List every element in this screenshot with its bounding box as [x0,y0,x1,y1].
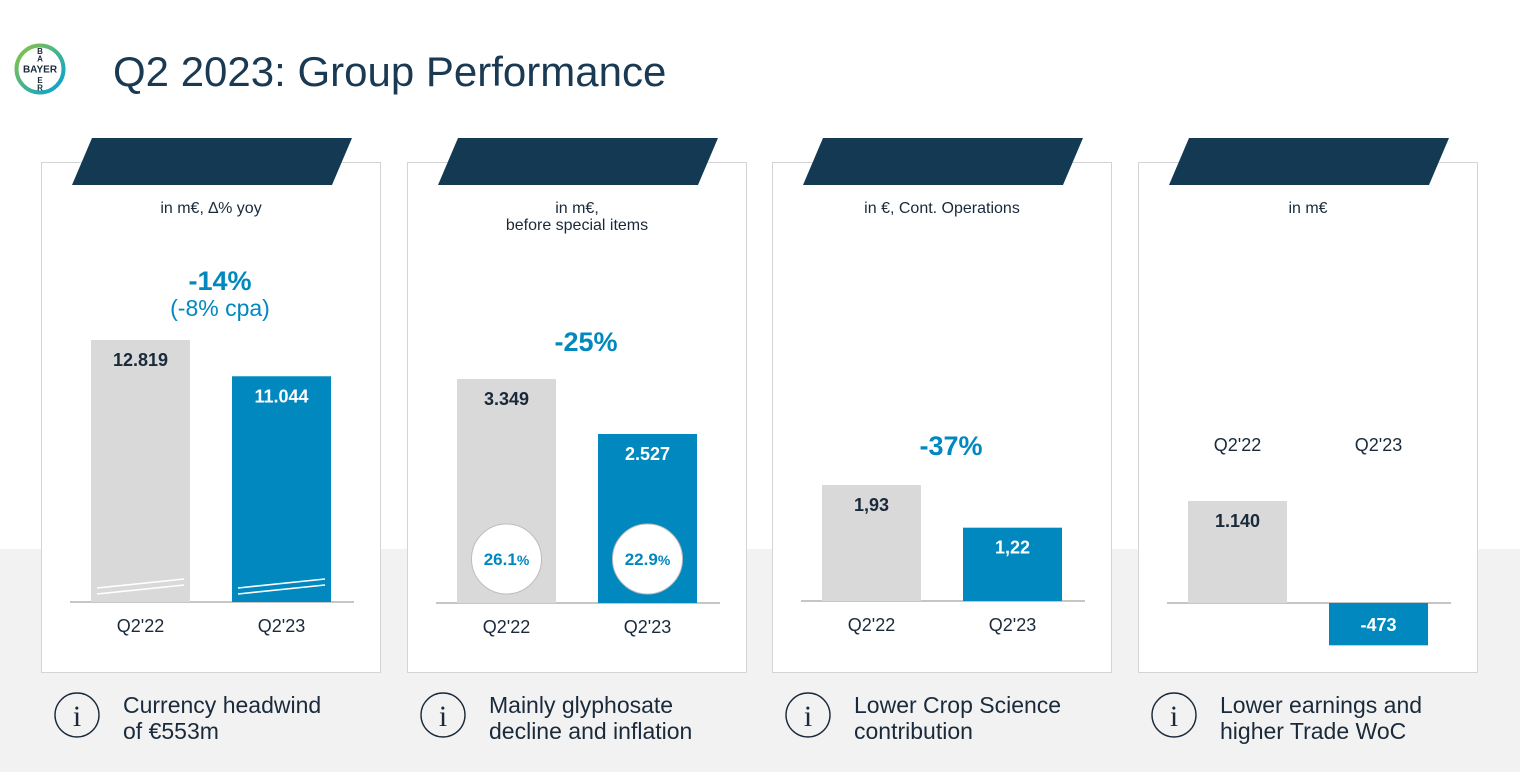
note-line: Mainly glyphosate [489,692,674,718]
net-sales-title: NET SALES [155,150,269,172]
core-eps-title: CORE EPS [891,150,995,172]
core-eps-note: Lower Crop Science contribution [854,692,1061,744]
ebitda-panel [407,162,747,673]
net-sales-subtitle: in m€, ∆% yoy [160,200,262,217]
bayer-cross-logo: BAYER BA ER [14,43,66,95]
free-cash-flow-panel [1138,162,1478,673]
note-line: Lower Crop Science [854,692,1062,718]
core-eps-panel [772,162,1112,673]
ebitda-subtitle: in m€, before special items [505,200,649,234]
free-cash-flow-subtitle: in m€ [1288,200,1328,217]
note-line: Lower earnings and [1220,692,1423,718]
ebitda-note: Mainly glyphosate decline and inflation [489,692,692,744]
core-eps-subtitle: in €, Cont. Operations [864,200,1020,217]
logo-letter: A [37,55,43,64]
net-sales-panel [41,162,381,673]
free-cash-flow-title: FREE CASH FLOW [1219,150,1399,172]
logo-text-horizontal: BAYER [23,65,58,76]
note-line: contribution [854,718,973,744]
logo-letter: B [37,47,43,56]
page-title: Q2 2023: Group Performance [113,48,667,95]
logo-letter: R [37,84,43,93]
net-sales-note: Currency headwind of €553m [123,692,321,744]
note-line: higher Trade WoC [1220,718,1407,744]
note-line: of €553m [123,718,219,744]
note-line: decline and inflation [489,718,693,744]
note-line: Currency headwind [123,692,322,718]
logo-letter: E [37,76,43,85]
ebitda-title: EBITDA [540,150,616,172]
free-cash-flow-note: Lower earnings and higher Trade WoC [1220,692,1422,744]
logo-text-vertical: BA ER [37,47,43,93]
